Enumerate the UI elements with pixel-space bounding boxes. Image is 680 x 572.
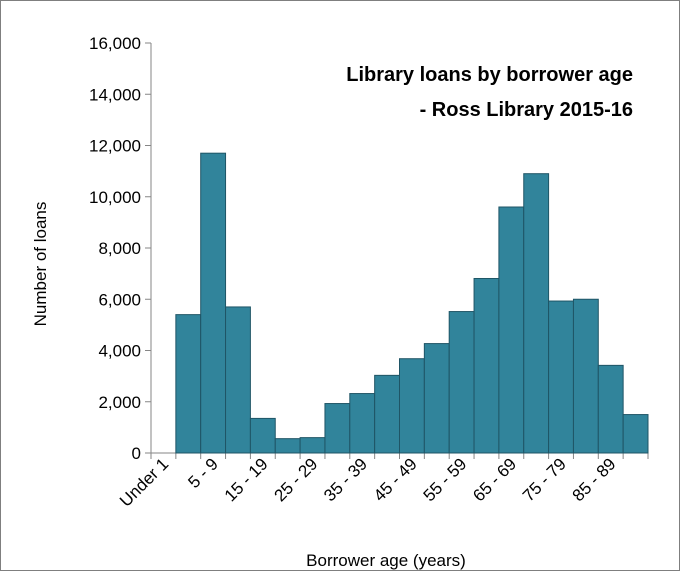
x-tick-label: 45 - 49 [370,454,421,505]
y-tick-label: 0 [132,444,141,463]
x-tick-label: 65 - 69 [469,454,520,505]
x-tick-label: Under 1 [116,454,172,510]
chart-title-line-2: - Ross Library 2015-16 [420,99,633,121]
x-tick-label: 85 - 89 [569,454,620,505]
bar-50-54 [423,343,450,454]
y-tick-label: 6,000 [98,290,141,309]
bar-10-14 [225,306,251,454]
bar-35-39 [349,393,376,454]
x-tick-label: 55 - 59 [420,454,471,505]
bar-80-84 [572,298,599,454]
bar-75-79 [548,300,574,454]
bar-70-74 [523,173,550,454]
x-axis-title: Borrower age (years) [306,551,466,570]
x-tick-label: 15 - 19 [221,454,272,505]
bar-5-9 [200,152,227,454]
y-tick-label: 16,000 [89,34,141,53]
y-tick-label: 2,000 [98,393,141,412]
bar-series [175,152,649,454]
bar-15-19 [249,417,276,454]
bar-85-89 [597,364,624,454]
x-tick-label: 5 - 9 [184,454,221,491]
chart-title-line-1: Library loans by borrower age [346,64,633,86]
bar-40-44 [374,374,400,454]
y-tick-labels: 0 2,000 4,000 6,000 8,000 10,000 12,000 14,000 1… [89,34,141,463]
bar-45-49 [399,358,425,454]
y-tick-label: 10,000 [89,188,141,207]
y-tick-label: 4,000 [98,342,141,361]
y-tick-label: 14,000 [89,85,141,104]
bar-1-4 [175,314,202,454]
bar-55-59 [448,311,475,454]
bar-90- [622,414,649,454]
y-tick-label: 12,000 [89,137,141,156]
bar-30-34 [324,403,351,454]
bar-60-64 [473,277,500,454]
bar-20-24 [274,438,301,454]
x-tick-label: 25 - 29 [270,454,321,505]
x-tick-label: 35 - 39 [320,454,371,505]
bar-65-69 [498,206,525,454]
bar-25-29 [299,437,326,454]
y-tick-label: 8,000 [98,239,141,258]
y-axis-title: Number of loans [31,202,50,327]
x-tick-label: 75 - 79 [519,454,570,505]
